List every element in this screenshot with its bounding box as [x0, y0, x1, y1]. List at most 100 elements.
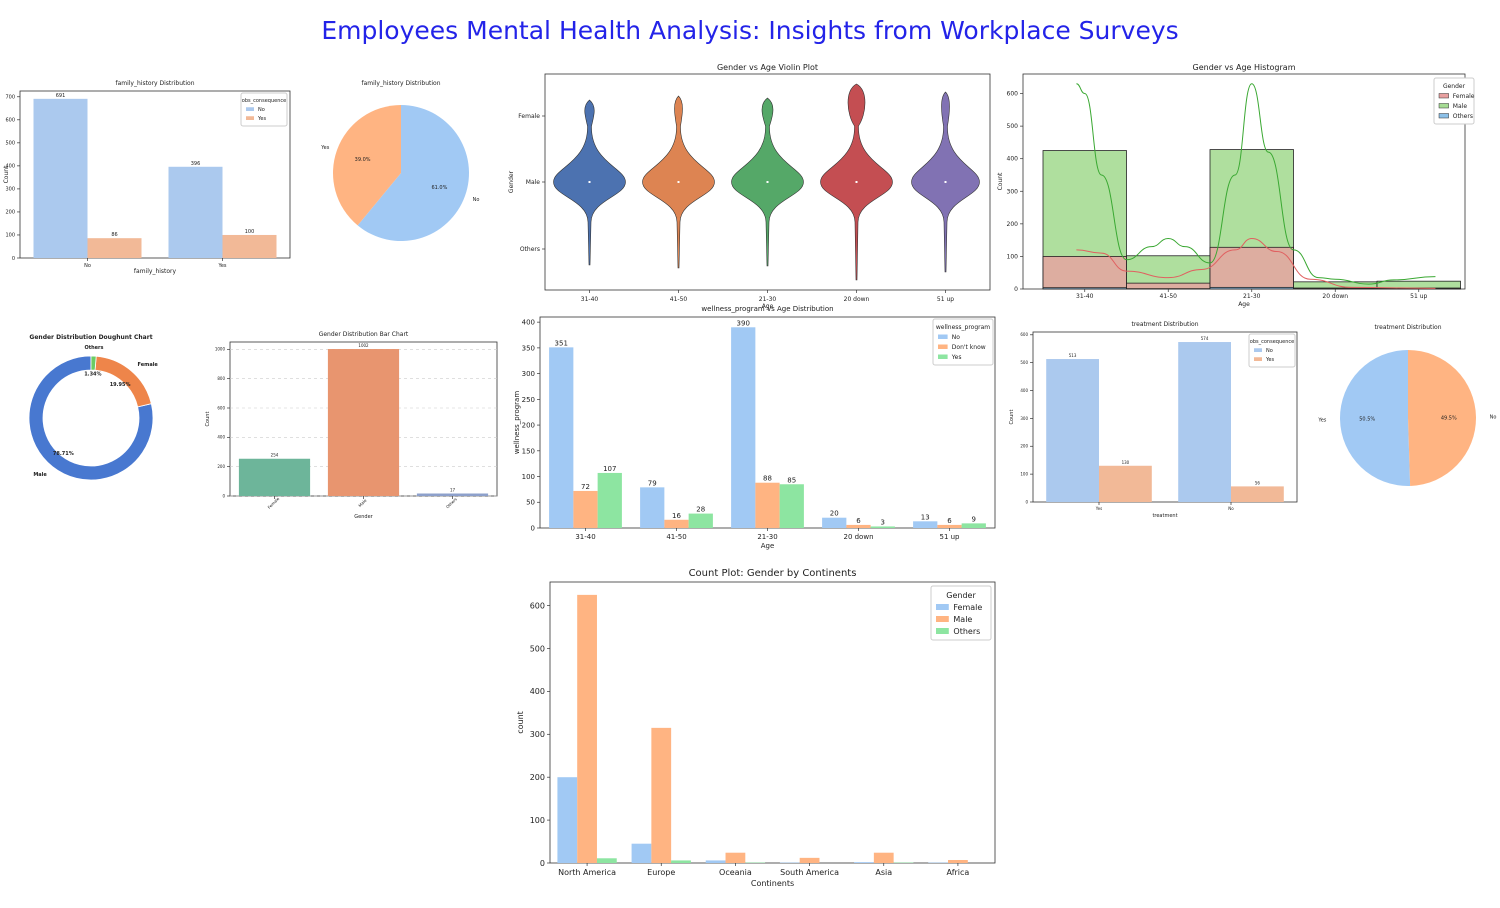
x-axis-label: family_history	[134, 268, 177, 275]
y-tick-label: 300	[5, 187, 15, 193]
x-tick-label: 51 up	[937, 296, 954, 303]
bar	[755, 482, 780, 528]
data-label: 85	[787, 476, 796, 484]
x-tick-label: 20 down	[844, 296, 870, 303]
data-label: 6	[947, 517, 952, 525]
pie-slice	[1340, 350, 1411, 486]
y-tick-label: Female	[518, 113, 540, 120]
plot-frame	[1032, 331, 1298, 503]
y-tick-label: Male	[526, 179, 541, 186]
data-label: 351	[555, 339, 568, 347]
y-tick-label: 400	[5, 164, 15, 170]
legend-label: Yes	[951, 354, 962, 361]
legend-swatch	[1438, 103, 1449, 109]
y-tick-label: 100	[1020, 472, 1028, 477]
x-axis-label: Age	[1238, 301, 1250, 308]
bar	[870, 526, 895, 528]
x-tick-label: No	[1228, 506, 1234, 511]
legend-label: No	[952, 334, 960, 341]
legend-swatch	[936, 604, 949, 610]
x-axis-label: Gender	[354, 514, 373, 520]
bar	[664, 519, 689, 528]
slice-percent: 61.0%	[431, 185, 447, 191]
y-tick-label: 0	[1014, 286, 1018, 293]
data-label: 130	[1122, 460, 1130, 465]
data-label: 56	[1255, 480, 1261, 485]
x-tick-label: 31-40	[575, 533, 595, 541]
bar	[1046, 359, 1099, 502]
bar	[846, 524, 871, 528]
y-axis-label: Count	[997, 172, 1004, 190]
violin-median	[588, 181, 591, 183]
slice-label: Yes	[1317, 417, 1326, 423]
chart-title: Gender Distribution Doughunt Chart	[29, 334, 152, 341]
legend-title: Gender	[1443, 83, 1466, 90]
page-title: Employees Mental Health Analysis: Insigh…	[321, 16, 1179, 45]
x-tick-label: Female	[267, 496, 281, 510]
data-label: 9	[972, 515, 976, 523]
family-history-pie-chart: family_history Distribution No 61.0% Yes 39.…	[320, 80, 479, 241]
y-axis-label: Count	[205, 412, 211, 427]
x-axis-label: treatment	[1152, 513, 1177, 519]
bar	[671, 860, 691, 863]
legend-label: No	[1266, 348, 1273, 354]
bar	[961, 523, 986, 528]
slice-percent: 19.95%	[110, 382, 131, 388]
y-tick-label: 200	[5, 210, 15, 216]
x-tick-label: Others	[445, 496, 458, 509]
legend-swatch	[1254, 357, 1262, 361]
y-tick-label: 200	[1020, 444, 1028, 449]
bar	[573, 490, 598, 528]
bar	[705, 860, 726, 863]
y-tick-label: 500	[530, 644, 545, 653]
x-tick-label: 31-40	[1076, 293, 1094, 300]
bar	[725, 852, 746, 863]
x-tick-label: Yes	[1095, 506, 1102, 511]
legend-title: obs_consequence	[1250, 339, 1294, 345]
x-tick-label: 20 down	[1322, 293, 1348, 300]
x-tick-label: Yes	[217, 263, 226, 269]
y-axis-label: Count	[1009, 410, 1015, 425]
y-tick-label: 600	[1020, 332, 1028, 337]
slice-label: Female	[138, 362, 159, 368]
data-label: 1002	[358, 343, 369, 348]
x-tick-label: Male	[357, 497, 368, 508]
bar	[238, 458, 311, 496]
violin-median	[677, 181, 680, 183]
bar	[731, 327, 756, 528]
x-tick-label: South America	[780, 868, 839, 877]
legend-swatch	[246, 116, 254, 120]
legend-label: Female	[1453, 93, 1475, 100]
y-tick-label: 50	[526, 499, 535, 507]
slice-percent: 39.0%	[355, 157, 371, 163]
y-tick-label: 350	[522, 344, 535, 352]
legend-title: Gender	[946, 591, 976, 600]
legend-label: Yes	[1265, 357, 1274, 363]
plot-frame	[549, 581, 996, 864]
y-tick-label: 150	[522, 447, 535, 455]
legend-swatch	[246, 107, 254, 111]
y-tick-label: 300	[530, 730, 545, 739]
bar	[688, 513, 713, 528]
y-tick-label: 600	[1007, 91, 1019, 98]
y-tick-label: 0	[540, 859, 545, 868]
x-tick-label: Europe	[647, 868, 675, 877]
y-tick-label: 1000	[215, 347, 226, 352]
data-label: 16	[672, 512, 681, 520]
bar	[327, 349, 400, 496]
chart-title: family_history Distribution	[115, 80, 194, 87]
violin-median	[766, 181, 769, 183]
bar	[937, 524, 962, 528]
y-tick-label: 300	[1007, 188, 1019, 195]
data-label: 390	[737, 319, 750, 327]
hist-bar	[1042, 256, 1127, 290]
x-tick-label: 21-30	[757, 533, 777, 541]
bar	[87, 238, 142, 258]
bar	[168, 166, 223, 258]
hist-bar	[1042, 287, 1127, 290]
bar	[557, 777, 578, 863]
slice-label: Male	[33, 472, 47, 478]
bar	[873, 852, 894, 863]
wellness-program-age-bar-chart: wellness_program vs Age Distribution 0 50 1…	[513, 305, 996, 550]
y-tick-label: 250	[522, 396, 535, 404]
